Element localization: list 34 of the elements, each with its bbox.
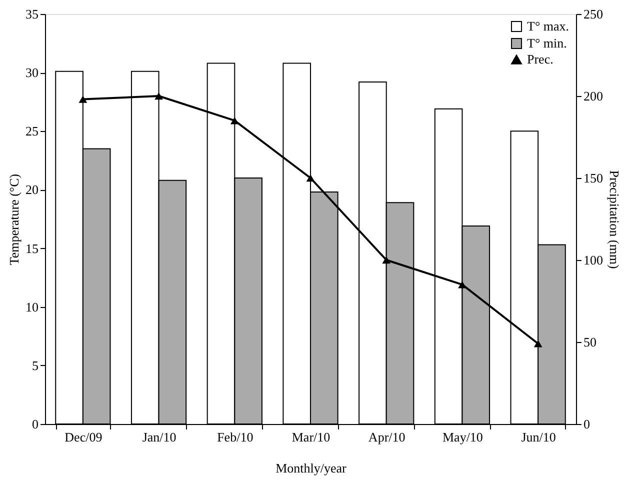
x-tick-label: Dec/09	[64, 430, 102, 444]
y-tick-label: 0	[32, 416, 38, 432]
y2-axis-title: Precipitation (mm)	[607, 170, 622, 269]
point	[78, 96, 88, 103]
legend-label: Prec.	[527, 52, 554, 66]
y-tick-label: 15	[26, 240, 38, 256]
point	[230, 116, 239, 124]
legend-label: T° max.	[527, 18, 570, 34]
y-axis-title: Temperature (°C)	[6, 174, 22, 266]
x-tick-label: Jan/10	[142, 430, 176, 444]
y-tick-label: 35	[26, 6, 38, 22]
y2-tick-label: 250	[584, 6, 603, 22]
x-tick-label: Jun/10	[521, 430, 556, 444]
legend-label: T° min.	[527, 36, 567, 50]
point	[534, 340, 542, 348]
x-tick-label: Mar/10	[292, 430, 330, 444]
y2-tick-label: 0	[584, 416, 590, 432]
x-tick-label: May/10	[442, 430, 483, 444]
y-tick-label: 20	[26, 182, 38, 198]
y-tick-label: 25	[26, 124, 38, 139]
y-tick-label: 30	[26, 65, 38, 80]
point	[458, 280, 466, 288]
point	[154, 92, 163, 100]
point	[382, 256, 391, 264]
y-tick-label: 5	[32, 358, 38, 373]
y2-tick-label: 150	[584, 170, 603, 186]
x-tick-label: Feb/10	[217, 430, 254, 444]
point	[306, 174, 315, 182]
y-tick-label: 10	[26, 299, 38, 314]
y2-tick-label: 100	[584, 252, 603, 268]
x-axis-title: Monthly/year	[276, 460, 348, 476]
x-tick-label: Apr/10	[368, 430, 406, 444]
y2-tick-label: 50	[584, 334, 596, 350]
y2-tick-label: 200	[584, 88, 603, 104]
